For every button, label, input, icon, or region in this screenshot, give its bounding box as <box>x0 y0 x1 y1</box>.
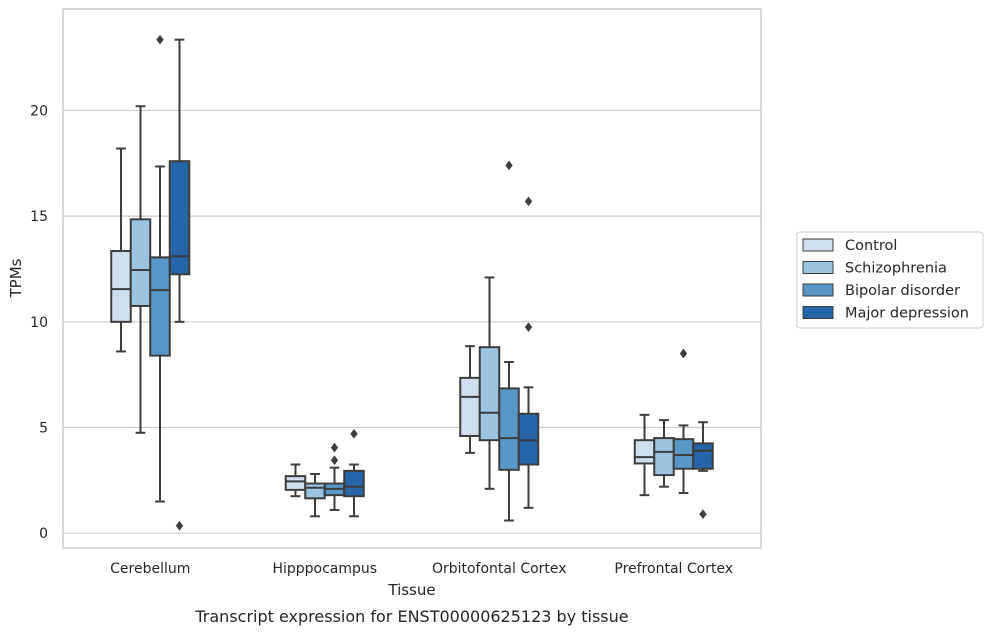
outlier-point-1 <box>699 509 707 520</box>
outlier-point-2 <box>330 442 339 453</box>
x-tick-label-1: Cerebellum <box>110 561 190 577</box>
x-tick-label-4: Prefrontal Cortex <box>614 561 733 577</box>
box-body <box>478 346 501 442</box>
x-tick-labels: Cerebellum Hipppocampus Orbitofontal Corte… <box>110 561 733 577</box>
box-1-3 <box>149 34 171 503</box>
legend-swatch-1 <box>802 238 834 252</box>
box-1-2 <box>129 105 152 434</box>
box-body <box>343 469 365 498</box>
y-axis-label: TPMs <box>7 258 25 298</box>
box-4-4 <box>692 421 714 520</box>
box-body <box>304 482 326 500</box>
box-body <box>129 218 152 307</box>
y-tick-label-5: 5 <box>39 421 48 437</box>
box-body <box>672 438 695 470</box>
legend-label-2: Schizophrenia <box>845 261 947 277</box>
x-axis-label: Tissue <box>387 581 435 599</box>
outlier-point-1 <box>156 34 164 45</box>
box-4-3 <box>672 348 695 495</box>
legend-swatch-4 <box>802 306 834 319</box>
box-body <box>459 376 481 437</box>
x-tick-label-2: Hipppocampus <box>272 561 377 577</box>
box-2-1 <box>284 463 307 498</box>
outlier-point-1 <box>524 196 533 207</box>
box-body <box>110 250 132 323</box>
box-body <box>633 439 656 465</box>
chart-caption: Transcript expression for ENST0000062512… <box>194 607 628 626</box>
box-body <box>498 387 520 471</box>
box-2-3 <box>323 442 346 511</box>
box-body <box>653 437 675 477</box>
outlier-point-1 <box>679 348 688 359</box>
box-3-2 <box>478 276 501 490</box>
legend-swatch-2 <box>802 261 834 274</box>
box-body <box>517 412 540 466</box>
box-body <box>168 160 191 276</box>
box-4-2 <box>653 419 675 488</box>
box-1-4 <box>168 38 191 531</box>
box-body <box>692 442 714 470</box>
outlier-point-1 <box>350 428 358 439</box>
box-3-3 <box>498 160 520 522</box>
box-4-1 <box>633 413 656 497</box>
legend-frame <box>796 231 984 329</box>
box-3-4 <box>517 196 540 509</box>
box-2-2 <box>304 473 326 518</box>
box-3-1 <box>459 345 481 454</box>
legend: Control Schizophrenia Bipolar disorder Majo… <box>796 231 984 329</box>
x-tick-label-3: Orbitofontal Cortex <box>432 561 567 577</box>
y-tick-label-20: 20 <box>30 103 48 119</box>
box-body <box>284 475 307 491</box>
plot-area-frame <box>62 8 762 549</box>
legend-label-1: Control <box>845 238 897 254</box>
y-tick-label-0: 0 <box>39 526 48 542</box>
box-body <box>149 256 171 357</box>
outlier-point-1 <box>330 455 339 466</box>
box-1-1 <box>110 147 132 353</box>
legend-label-3: Bipolar disorder <box>845 283 960 299</box>
legend-swatch-3 <box>802 283 834 297</box>
outlier-point-2 <box>524 322 533 333</box>
outlier-point-1 <box>505 160 513 171</box>
y-tick-label-15: 15 <box>30 209 48 225</box>
legend-label-4: Major depression <box>845 306 969 322</box>
boxes <box>110 34 714 531</box>
y-tick-labels: 0 5 10 15 20 <box>30 103 48 542</box>
box-2-4 <box>343 428 365 518</box>
outlier-point-1 <box>175 520 184 531</box>
y-tick-label-10: 10 <box>30 315 48 331</box>
